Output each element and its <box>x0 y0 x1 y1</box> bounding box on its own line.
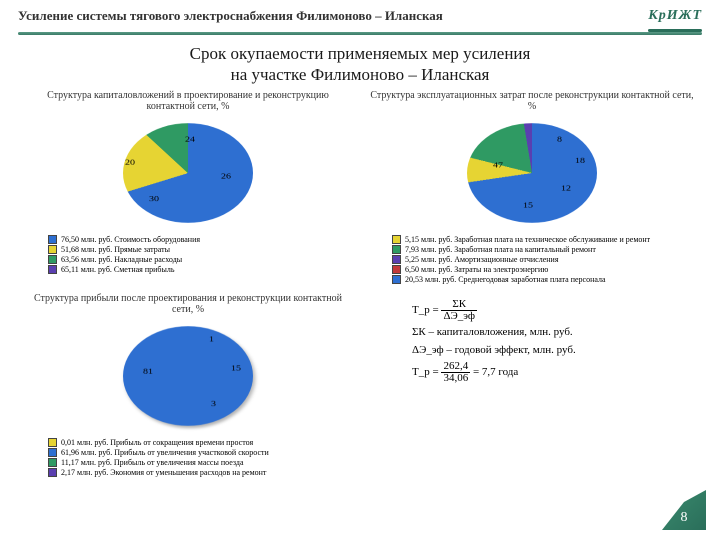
legend-swatch <box>48 458 57 467</box>
chart1-title: Структура капиталовложений в проектирова… <box>18 88 358 114</box>
legend-item: 11,17 млн. руб. Прибыль от увеличения ма… <box>48 458 354 467</box>
chart3-legend: 0,01 млн. руб. Прибыль от сокращения вре… <box>18 435 358 480</box>
pie2-label-8: 8 <box>557 135 562 143</box>
legend-text: 5,15 млн. руб. Заработная плата на техни… <box>405 235 650 244</box>
pie1-label-24: 24 <box>185 135 195 143</box>
legend-swatch <box>48 468 57 477</box>
legend-item: 61,96 млн. руб. Прибыль от увеличения уч… <box>48 448 354 457</box>
header-divider <box>18 32 702 35</box>
legend-swatch <box>392 255 401 264</box>
pie2-label-15: 15 <box>523 201 533 209</box>
legend-swatch <box>48 438 57 447</box>
formula-lhs2: T_p = <box>412 366 439 378</box>
formula-den-sym: ΔЭ_эф <box>441 311 477 322</box>
legend-text: 6,50 млн. руб. Затраты на электроэнергию <box>405 265 548 274</box>
legend-swatch <box>392 235 401 244</box>
legend-swatch <box>48 265 57 274</box>
legend-item: 6,50 млн. руб. Затраты на электроэнергию <box>392 265 698 274</box>
formula-den: 34,06 <box>441 373 470 384</box>
legend-swatch <box>48 245 57 254</box>
legend-text: 51,68 млн. руб. Прямые затраты <box>61 245 170 254</box>
legend-item: 0,01 млн. руб. Прибыль от сокращения вре… <box>48 438 354 447</box>
legend-item: 20,53 млн. руб. Среднегодовая заработная… <box>392 275 698 284</box>
pie3-label-81: 81 <box>143 367 153 375</box>
formula-num-sym: ΣК <box>441 299 477 311</box>
legend-item: 7,93 млн. руб. Заработная плата на капит… <box>392 245 698 254</box>
legend-item: 76,50 млн. руб. Стоимость оборудования <box>48 235 354 244</box>
pie1-label-30: 30 <box>149 195 159 203</box>
legend-swatch <box>48 235 57 244</box>
legend-swatch <box>48 448 57 457</box>
legend-text: 7,93 млн. руб. Заработная плата на капит… <box>405 245 596 254</box>
pie2-label-47: 47 <box>493 161 503 169</box>
logo: КрИЖТ <box>648 8 702 24</box>
chart-capex-panel: Структура капиталовложений в проектирова… <box>18 88 358 287</box>
legend-item: 65,11 млн. руб. Сметная прибыль <box>48 265 354 274</box>
page-title: Срок окупаемости применяемых мер усилени… <box>0 39 720 88</box>
formula-lhs: T_p = <box>412 304 439 316</box>
chart-opex-panel: Структура эксплуатационных затрат после … <box>362 88 702 287</box>
legend-text: 2,17 млн. руб. Экономия от уменьшения ра… <box>61 468 266 477</box>
formula-def2: ΔЭ_эф – годовой эффект, млн. руб. <box>412 342 698 359</box>
formula-def1: ΣК – капиталовложения, млн. руб. <box>412 324 698 341</box>
legend-text: 5,25 млн. руб. Амортизационные отчислени… <box>405 255 559 264</box>
chart1-legend: 76,50 млн. руб. Стоимость оборудования51… <box>18 232 358 277</box>
pie1-label-26: 26 <box>221 172 231 180</box>
legend-text: 11,17 млн. руб. Прибыль от увеличения ма… <box>61 458 244 467</box>
legend-swatch <box>392 245 401 254</box>
legend-text: 63,56 млн. руб. Накладные расходы <box>61 255 182 264</box>
chart2-title: Структура эксплуатационных затрат после … <box>362 88 702 114</box>
legend-text: 0,01 млн. руб. Прибыль от сокращения вре… <box>61 438 253 447</box>
pie3-label-3: 3 <box>211 399 216 407</box>
legend-item: 2,17 млн. руб. Экономия от уменьшения ра… <box>48 468 354 477</box>
formula-num: 262,4 <box>441 361 470 373</box>
legend-item: 5,15 млн. руб. Заработная плата на техни… <box>392 235 698 244</box>
pie2-label-12: 12 <box>561 184 571 192</box>
pie3-label-1: 1 <box>209 335 214 343</box>
pie1-label-20: 20 <box>125 158 135 166</box>
chart2-pie: 47 8 18 12 15 <box>457 130 607 214</box>
chart-profit-panel: Структура прибыли после проектирования и… <box>18 291 358 480</box>
legend-text: 20,53 млн. руб. Среднегодовая заработная… <box>405 275 606 284</box>
formula-result: = 7,7 года <box>473 366 518 378</box>
legend-item: 51,68 млн. руб. Прямые затраты <box>48 245 354 254</box>
legend-item: 63,56 млн. руб. Накладные расходы <box>48 255 354 264</box>
legend-swatch <box>48 255 57 264</box>
pie3-label-15: 15 <box>231 364 241 372</box>
header-title: Усиление системы тягового электроснабжен… <box>18 8 443 24</box>
chart3-pie: 81 1 15 3 <box>113 333 263 417</box>
chart2-legend: 5,15 млн. руб. Заработная плата на техни… <box>362 232 702 287</box>
legend-swatch <box>392 275 401 284</box>
legend-text: 61,96 млн. руб. Прибыль от увеличения уч… <box>61 448 269 457</box>
slide-number: 8 <box>662 490 706 530</box>
pie2-label-18: 18 <box>575 156 585 164</box>
legend-swatch <box>392 265 401 274</box>
legend-item: 5,25 млн. руб. Амортизационные отчислени… <box>392 255 698 264</box>
legend-text: 65,11 млн. руб. Сметная прибыль <box>61 265 175 274</box>
formula-panel: T_p = ΣКΔЭ_эф ΣК – капиталовложения, млн… <box>362 291 702 480</box>
legend-text: 76,50 млн. руб. Стоимость оборудования <box>61 235 200 244</box>
chart3-title: Структура прибыли после проектирования и… <box>18 291 358 317</box>
chart1-pie: 30 20 24 26 <box>113 130 263 214</box>
